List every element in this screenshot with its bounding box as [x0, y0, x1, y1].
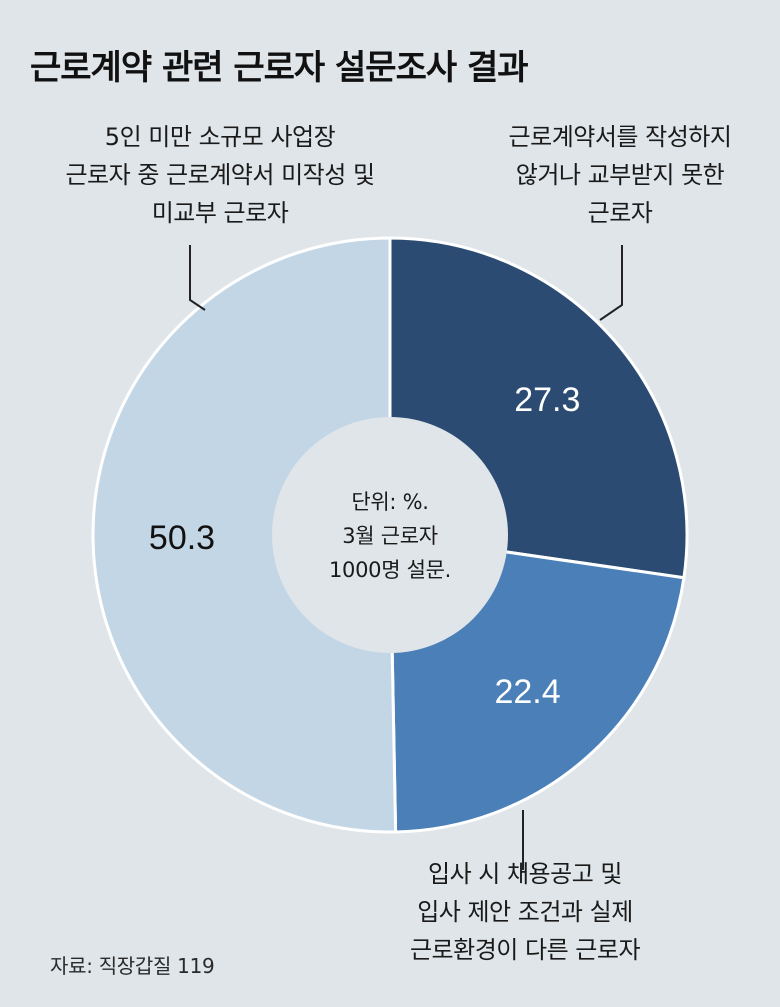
donut-slice-2 — [91, 236, 398, 834]
chart-title: 근로계약 관련 근로자 설문조사 결과 — [30, 48, 529, 88]
leader-line-left — [189, 245, 206, 311]
callout-bottom: 입사 시 채용공고 및 입사 제안 조건과 실제 근로환경이 다른 근로자 — [360, 855, 690, 969]
center-note-line: 1000명 설문. — [328, 558, 452, 582]
callout-right-line: 근로계약서를 작성하지 — [508, 123, 732, 151]
donut-hole — [272, 417, 508, 653]
value-label-2: 50.3 — [149, 519, 215, 557]
callout-bottom-line: 근로환경이 다른 근로자 — [409, 936, 641, 964]
callout-left: 5인 미만 소규모 사업장 근로자 중 근로계약서 미작성 및 미교부 근로자 — [20, 118, 420, 232]
center-note-line: 단위: %. — [351, 490, 429, 514]
center-note-line: 3월 근로자 — [342, 524, 438, 548]
callout-right-line: 않거나 교부받지 못한 — [515, 161, 725, 189]
value-labels: 27.3 22.4 50.3 — [149, 381, 580, 711]
leader-lines — [189, 245, 623, 870]
callout-left-line: 5인 미만 소규모 사업장 — [104, 123, 336, 151]
callout-bottom-line: 입사 시 채용공고 및 — [427, 860, 623, 888]
callout-right-line: 근로자 — [587, 199, 653, 227]
callout-left-line: 근로자 중 근로계약서 미작성 및 — [65, 161, 375, 189]
leader-line-right — [599, 245, 623, 321]
source-note: 자료: 직장갑질 119 — [50, 954, 215, 978]
center-note: 단위: %. 3월 근로자 1000명 설문. — [280, 485, 500, 587]
callout-right: 근로계약서를 작성하지 않거나 교부받지 못한 근로자 — [470, 118, 770, 232]
callout-bottom-line: 입사 제안 조건과 실제 — [417, 898, 633, 926]
callout-left-line: 미교부 근로자 — [151, 199, 289, 227]
value-label-1: 22.4 — [494, 673, 560, 711]
value-label-0: 27.3 — [514, 381, 580, 419]
